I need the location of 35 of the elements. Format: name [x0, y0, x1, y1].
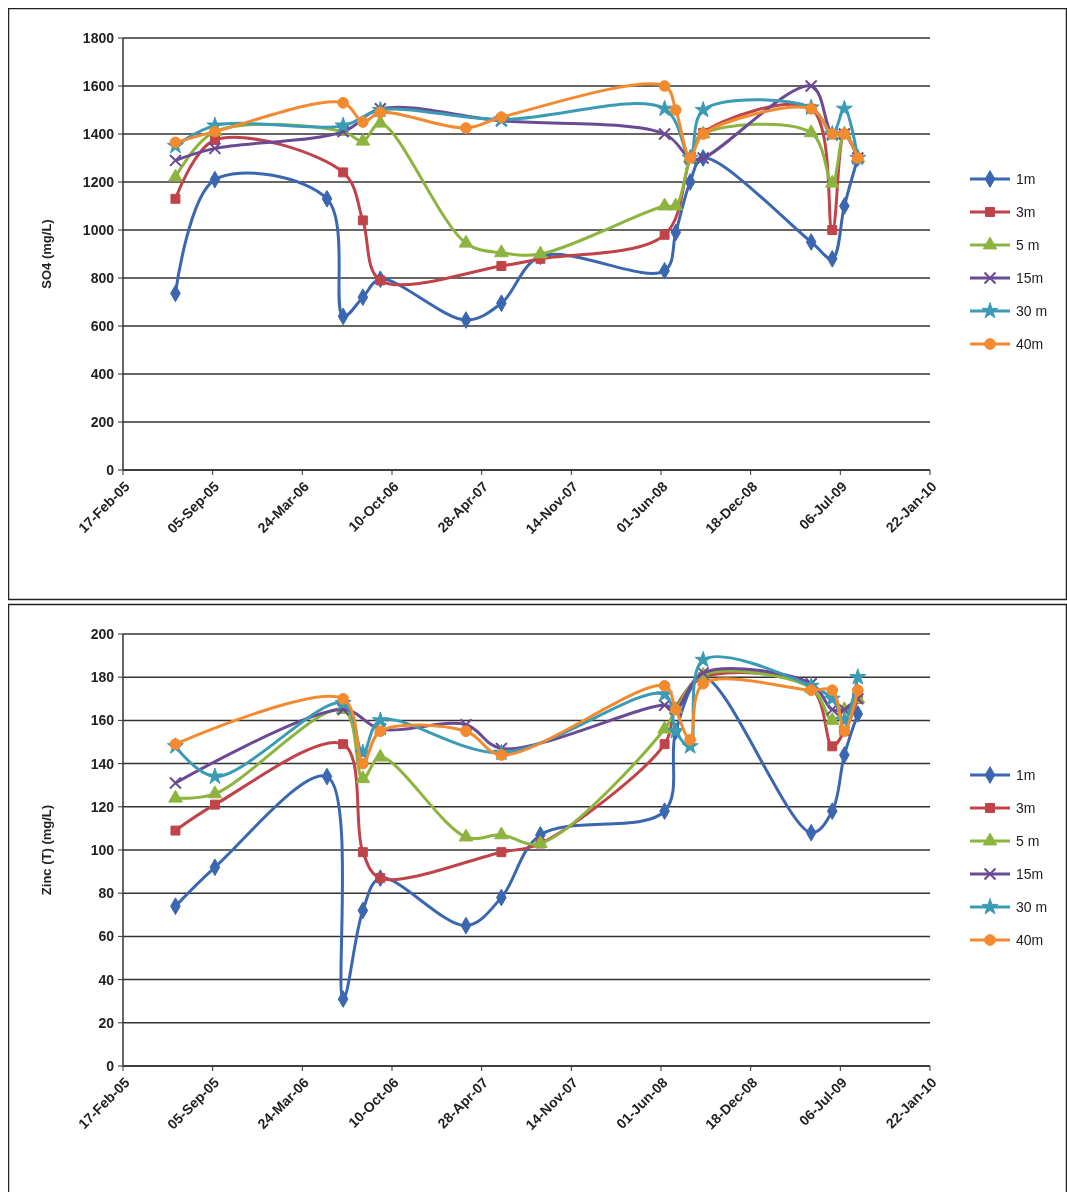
legend-label: 5 m — [1016, 236, 1040, 253]
y-tick-label: 1600 — [82, 77, 115, 94]
y-tick-label: 60 — [98, 928, 115, 945]
y-tick-label: 1200 — [82, 173, 115, 190]
legend-label: 1m — [1016, 766, 1036, 783]
y-tick-label: 0 — [106, 1057, 115, 1074]
y-tick-label: 80 — [98, 885, 115, 902]
y-tick-label: 20 — [98, 1014, 115, 1031]
y-tick-label: 800 — [90, 269, 115, 286]
y-axis-title: SO4 (mg/L) — [39, 219, 54, 289]
y-tick-label: 40 — [98, 971, 115, 988]
y-tick-label: 0 — [106, 461, 115, 478]
legend-label: 3m — [1016, 799, 1036, 816]
y-tick-label: 200 — [90, 413, 115, 430]
y-tick-label: 140 — [90, 755, 115, 772]
legend-label: 30 m — [1016, 302, 1048, 319]
legend-label: 5 m — [1016, 832, 1040, 849]
y-tick-label: 400 — [90, 365, 115, 382]
legend-label: 40m — [1016, 335, 1044, 352]
legend-label: 15m — [1016, 865, 1044, 882]
legend-label: 1m — [1016, 170, 1036, 187]
y-tick-label: 600 — [90, 317, 115, 334]
y-tick-label: 1000 — [82, 221, 115, 238]
y-tick-label: 1400 — [82, 125, 115, 142]
legend-label: 3m — [1016, 203, 1036, 220]
y-tick-label: 100 — [90, 841, 115, 858]
legend-label: 30 m — [1016, 898, 1048, 915]
y-tick-label: 180 — [90, 669, 115, 686]
legend-label: 15m — [1016, 269, 1044, 286]
y-tick-label: 120 — [90, 798, 115, 815]
y-axis-title: Zinc (T) (mg/L) — [39, 804, 54, 896]
y-tick-label: 1800 — [82, 29, 115, 46]
legend-label: 40m — [1016, 931, 1044, 948]
y-tick-label: 160 — [90, 712, 115, 729]
y-tick-label: 200 — [90, 625, 115, 642]
